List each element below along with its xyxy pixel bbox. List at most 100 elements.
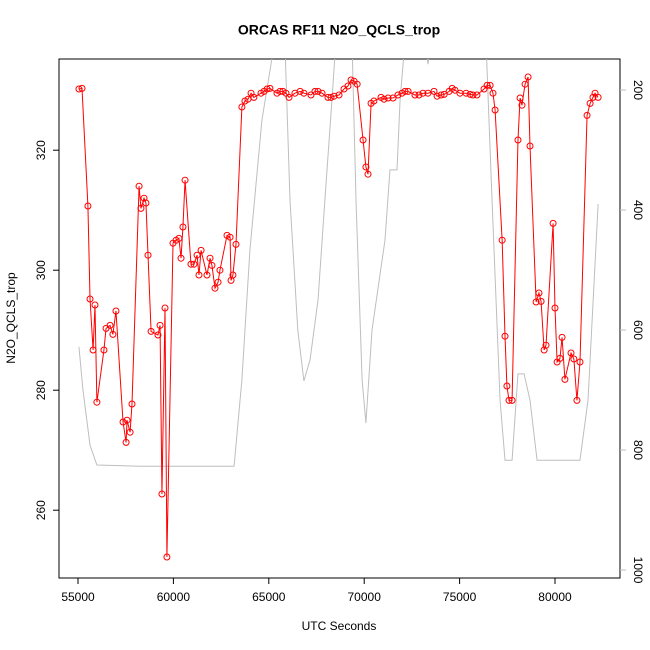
data-point xyxy=(353,80,361,88)
data-point xyxy=(551,304,559,312)
series-line xyxy=(78,59,599,467)
data-point xyxy=(226,233,234,241)
data-point xyxy=(573,396,581,404)
data-point xyxy=(232,240,240,248)
data-point xyxy=(296,87,304,95)
y2-tick-label: 1000 xyxy=(631,557,645,584)
x-tick-label: 80000 xyxy=(538,590,572,604)
data-point xyxy=(307,91,315,99)
y-tick-label: 260 xyxy=(34,500,48,520)
data-point xyxy=(181,176,189,184)
data-point xyxy=(549,219,557,227)
data-point xyxy=(473,91,481,99)
data-point xyxy=(158,490,166,498)
y2-tick-label: 600 xyxy=(631,320,645,340)
data-point xyxy=(193,251,201,259)
data-point xyxy=(430,87,438,95)
data-point xyxy=(433,92,441,100)
data-point xyxy=(394,91,402,99)
data-point xyxy=(389,94,397,102)
x-tick-label: 65000 xyxy=(252,590,286,604)
data-point xyxy=(518,101,526,109)
data-point xyxy=(318,89,326,97)
data-point xyxy=(415,91,423,99)
data-point xyxy=(89,346,97,354)
data-point xyxy=(112,307,120,315)
data-point xyxy=(208,261,216,269)
data-point xyxy=(501,332,509,340)
data-point xyxy=(567,349,575,357)
data-point xyxy=(211,284,219,292)
data-point xyxy=(100,346,108,354)
data-point xyxy=(451,86,459,94)
data-point xyxy=(314,87,322,95)
data-point xyxy=(285,93,293,101)
data-point xyxy=(589,93,597,101)
data-point xyxy=(594,93,602,101)
data-point xyxy=(483,81,491,89)
data-point xyxy=(126,428,134,436)
data-point xyxy=(505,396,513,404)
data-point xyxy=(238,103,246,111)
data-point xyxy=(498,236,506,244)
data-point xyxy=(142,199,150,207)
y2-tick-label: 400 xyxy=(631,200,645,220)
x-tick-label: 60000 xyxy=(157,590,191,604)
data-point xyxy=(140,194,148,202)
data-point xyxy=(540,346,548,354)
data-point xyxy=(109,330,117,338)
data-point xyxy=(419,89,427,97)
data-point xyxy=(229,271,237,279)
data-point xyxy=(359,136,367,144)
data-point xyxy=(147,327,155,335)
chart-title: ORCAS RF11 N2O_QCLS_trop xyxy=(238,22,440,38)
y2-tick-label: 200 xyxy=(631,80,645,100)
data-point xyxy=(537,297,545,305)
data-point xyxy=(561,375,569,383)
data-point xyxy=(514,136,522,144)
data-point xyxy=(489,89,497,97)
data-point xyxy=(437,91,445,99)
data-point xyxy=(364,170,372,178)
series-line xyxy=(78,76,599,558)
data-point xyxy=(508,396,516,404)
data-point xyxy=(123,416,131,424)
data-point xyxy=(161,304,169,312)
data-point xyxy=(91,301,99,309)
data-point xyxy=(203,271,211,279)
data-point xyxy=(404,87,412,95)
data-point xyxy=(154,331,162,339)
data-point xyxy=(206,254,214,262)
data-point xyxy=(344,82,352,90)
data-point xyxy=(197,246,205,254)
data-point xyxy=(384,94,392,102)
data-point xyxy=(526,142,534,150)
data-point xyxy=(491,106,499,114)
data-point xyxy=(179,223,187,231)
data-point xyxy=(440,90,448,98)
data-point xyxy=(106,321,114,329)
data-point xyxy=(86,295,94,303)
y-tick-label: 280 xyxy=(34,380,48,400)
data-point xyxy=(556,354,564,362)
data-point xyxy=(558,333,566,341)
data-point xyxy=(516,94,524,102)
data-point xyxy=(250,93,258,101)
data-point xyxy=(411,91,419,99)
data-point xyxy=(542,341,550,349)
data-point xyxy=(462,89,470,97)
data-point xyxy=(214,278,222,286)
data-point xyxy=(576,358,584,366)
data-point xyxy=(93,398,101,406)
data-point xyxy=(144,251,152,259)
y-tick-label: 320 xyxy=(34,140,48,160)
data-point xyxy=(570,355,578,363)
data-point xyxy=(370,97,378,105)
data-point xyxy=(469,91,477,99)
data-point xyxy=(521,80,529,88)
data-point xyxy=(586,99,594,107)
data-point xyxy=(177,254,185,262)
data-point xyxy=(330,92,338,100)
data-point xyxy=(263,85,271,93)
